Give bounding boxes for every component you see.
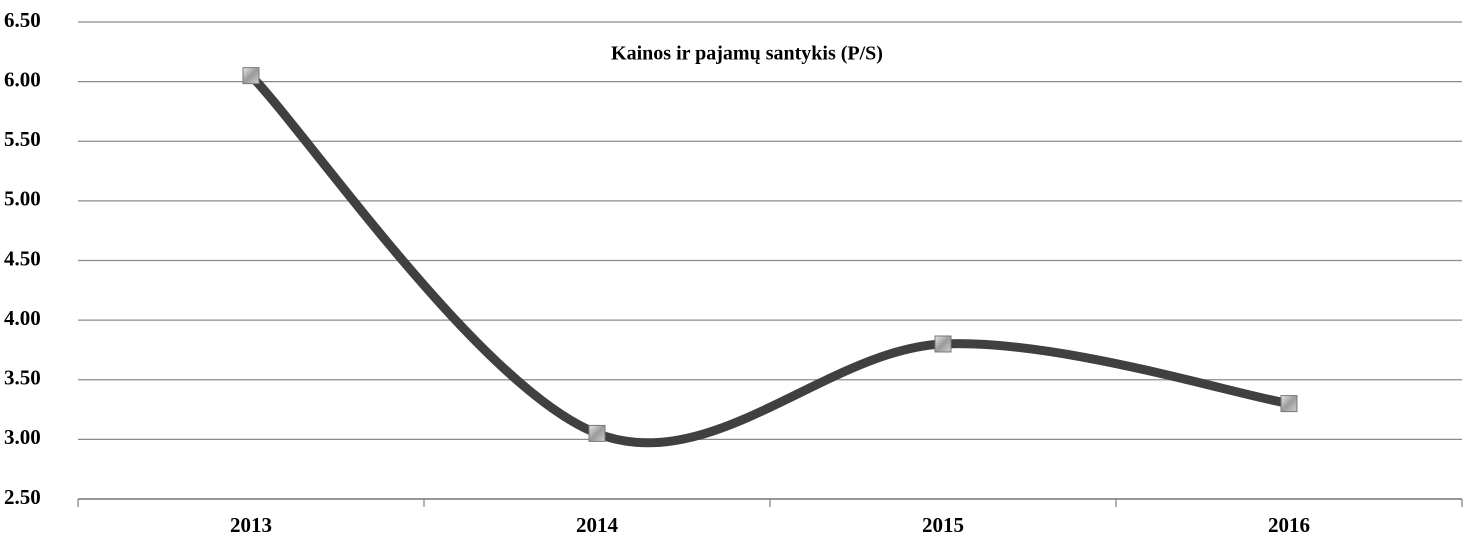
y-tick-label: 5.00 — [4, 187, 41, 211]
y-tick-label: 6.50 — [4, 8, 41, 32]
y-tick-label: 4.50 — [4, 246, 41, 270]
x-tick-label: 2015 — [922, 513, 964, 537]
marker — [588, 424, 606, 442]
marker — [1280, 395, 1298, 413]
y-tick-label: 6.00 — [4, 67, 41, 91]
x-tick-label: 2014 — [576, 513, 619, 537]
marker — [934, 335, 952, 353]
chart-title: Kainos ir pajamų santykis (P/S) — [611, 43, 883, 65]
y-tick-label: 3.00 — [4, 425, 41, 449]
y-tick-label: 4.00 — [4, 306, 41, 330]
y-tick-label: 5.50 — [4, 127, 41, 151]
x-tick-label: 2016 — [1268, 513, 1310, 537]
x-tick-label: 2013 — [230, 513, 272, 537]
y-tick-label: 3.50 — [4, 366, 41, 390]
y-tick-label: 2.50 — [4, 485, 41, 509]
line — [246, 71, 1294, 448]
marker — [242, 67, 260, 85]
